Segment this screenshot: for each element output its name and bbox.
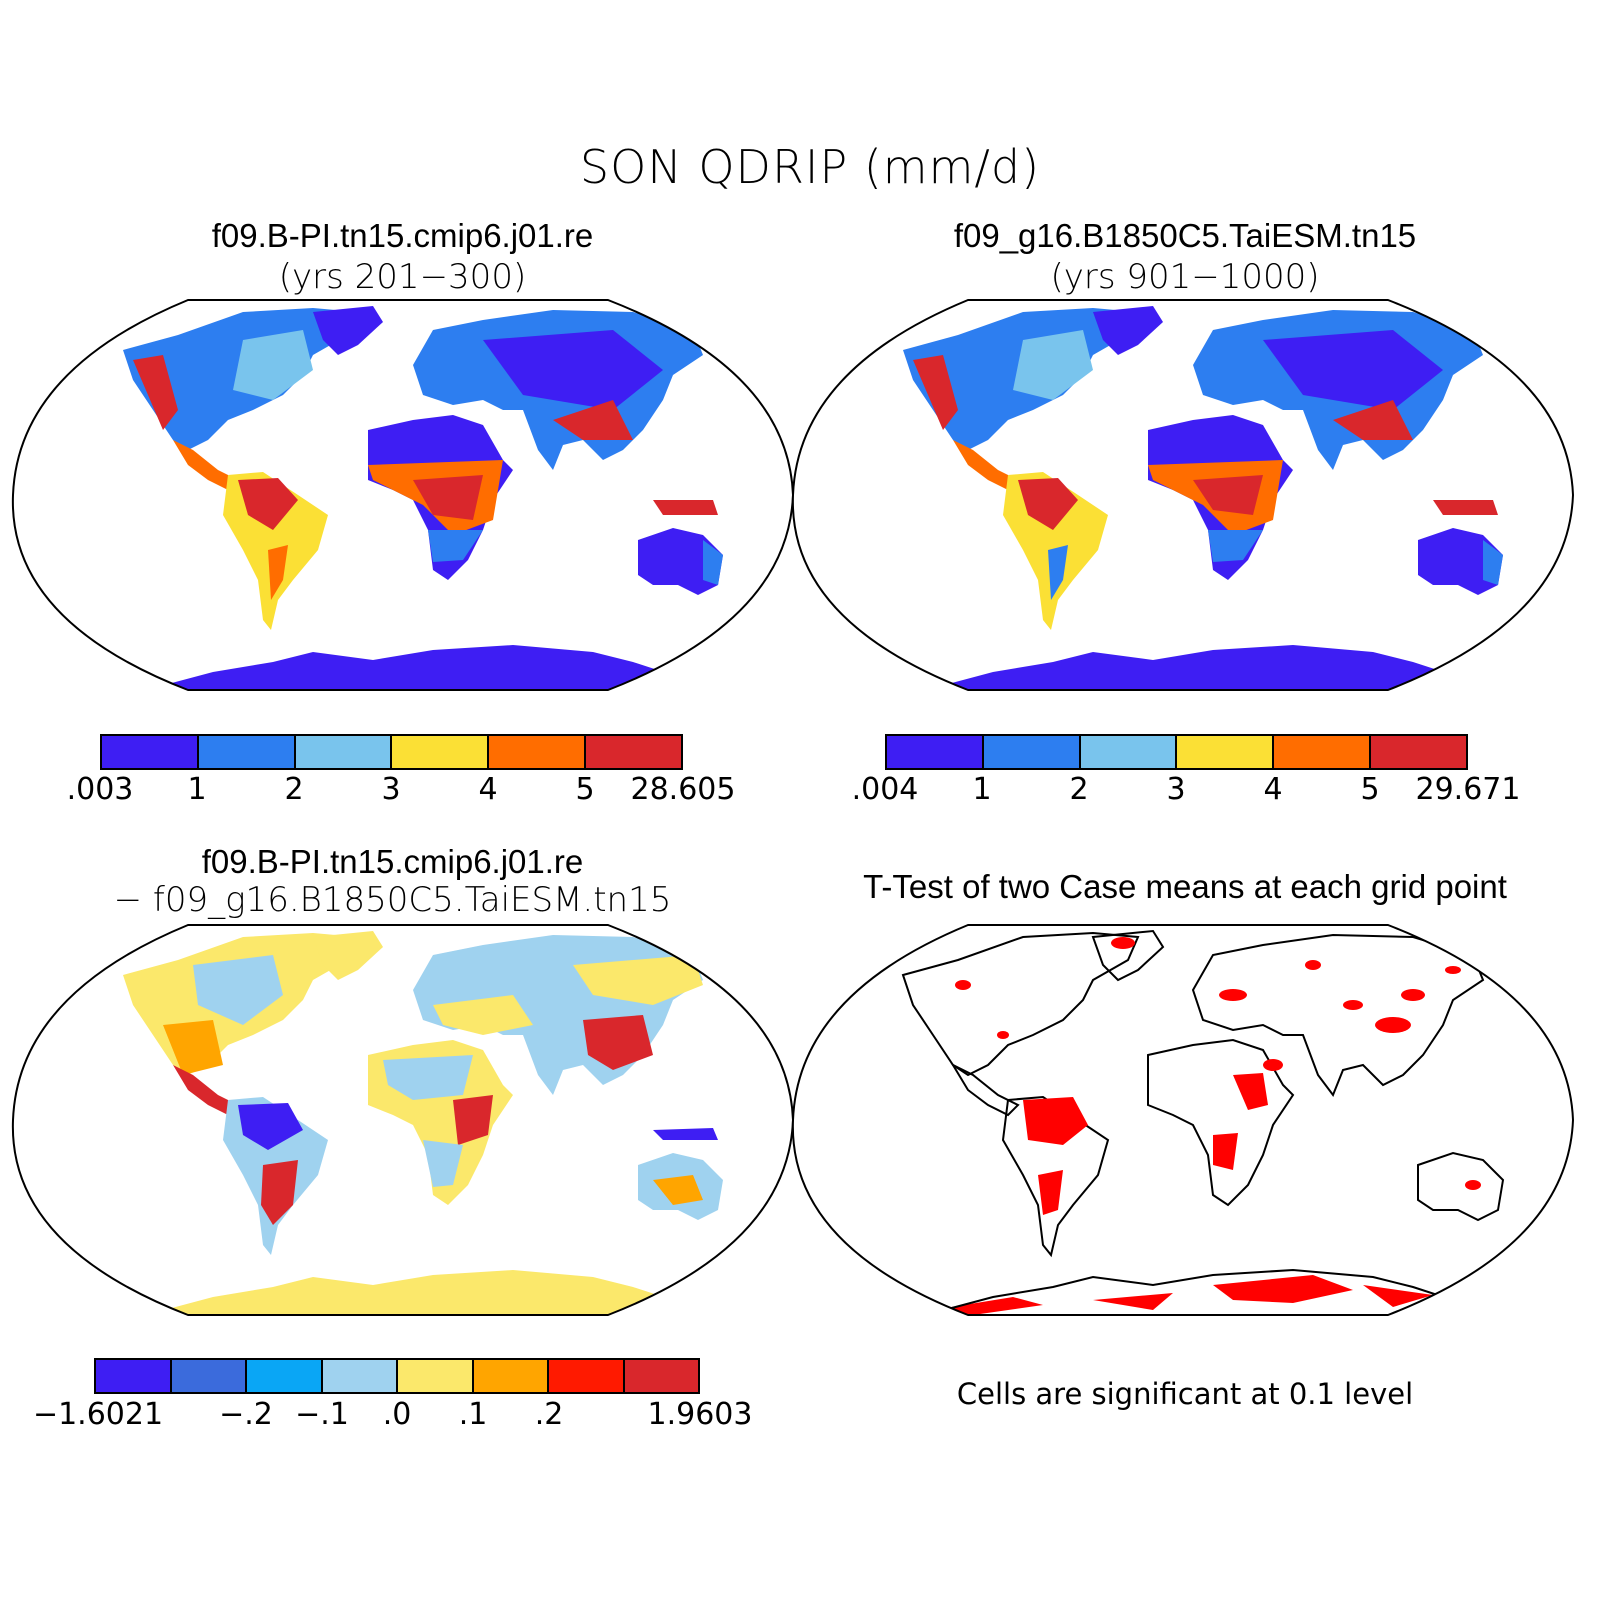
significance-note: Cells are significant at 0.1 level	[956, 1377, 1414, 1411]
colorbar-cell	[295, 736, 393, 768]
colorbar-tick-label: 1	[187, 772, 207, 807]
colorbar-tick-label: −1.6021	[32, 1397, 164, 1432]
colorbar-tick-label: .004	[851, 772, 919, 807]
colorbar-cell	[473, 1360, 549, 1392]
colorbar-cell	[171, 1360, 247, 1392]
colorbar-tick-label: 4	[478, 772, 498, 807]
colorbar-cell	[1371, 736, 1466, 768]
colorbar-cell	[322, 1360, 398, 1392]
panel-3-subtitle: − f09_g16.B1850C5.TaiESM.tn15	[113, 880, 672, 920]
colorbar-tick-label: 2	[284, 772, 304, 807]
colorbar-tick-label: .0	[382, 1397, 412, 1432]
colorbar-cell	[102, 736, 199, 768]
colorbar-tick-label: 5	[575, 772, 595, 807]
colorbar-tick-label: −.1	[295, 1397, 349, 1432]
figure-title: SON QDRIP (mm/d)	[579, 140, 1041, 194]
colorbar-cell	[549, 1360, 625, 1392]
colorbar-cell	[392, 736, 490, 768]
panel-3-map	[11, 924, 795, 1316]
colorbar-cell	[624, 1360, 698, 1392]
colorbar-tick-label: 2	[1069, 772, 1089, 807]
panel-4-map	[791, 924, 1575, 1316]
panel-2-colorbar	[885, 734, 1468, 770]
colorbar-tick-label: 5	[1360, 772, 1380, 807]
panel-2-map	[791, 299, 1575, 691]
colorbar-cell	[1080, 736, 1178, 768]
panel-1-colorbar	[100, 734, 683, 770]
colorbar-tick-label: −.2	[219, 1397, 273, 1432]
colorbar-cell	[887, 736, 984, 768]
colorbar-cell	[247, 1360, 323, 1392]
colorbar-tick-label: .003	[66, 772, 134, 807]
colorbar-tick-label: .1	[458, 1397, 488, 1432]
colorbar-tick-label: 1	[972, 772, 992, 807]
colorbar-tick-label: 29.671	[1415, 772, 1521, 807]
colorbar-cell	[586, 736, 681, 768]
panel-1-subtitle: (yrs 201−300)	[278, 257, 527, 297]
colorbar-cell	[489, 736, 587, 768]
colorbar-tick-label: 4	[1263, 772, 1283, 807]
colorbar-cell	[198, 736, 296, 768]
panel-1-map	[11, 299, 795, 691]
panel-3-title: f09.B-PI.tn15.cmip6.j01.re	[201, 843, 584, 880]
panel-3-colorbar	[94, 1358, 700, 1394]
colorbar-cell	[96, 1360, 172, 1392]
colorbar-tick-label: 28.605	[630, 772, 736, 807]
colorbar-tick-label: .2	[534, 1397, 564, 1432]
panel-1-title: f09.B-PI.tn15.cmip6.j01.re	[211, 217, 594, 254]
panel-2-subtitle: (yrs 901−1000)	[1050, 257, 1320, 297]
panel-4-title: T-Test of two Case means at each grid po…	[863, 868, 1507, 905]
panel-2-title: f09_g16.B1850C5.TaiESM.tn15	[953, 217, 1417, 254]
colorbar-tick-label: 3	[381, 772, 401, 807]
colorbar-cell	[1177, 736, 1275, 768]
colorbar-cell	[398, 1360, 474, 1392]
colorbar-tick-label: 3	[1166, 772, 1186, 807]
colorbar-cell	[1274, 736, 1372, 768]
colorbar-cell	[983, 736, 1081, 768]
colorbar-tick-label: 1.9603	[647, 1397, 753, 1432]
